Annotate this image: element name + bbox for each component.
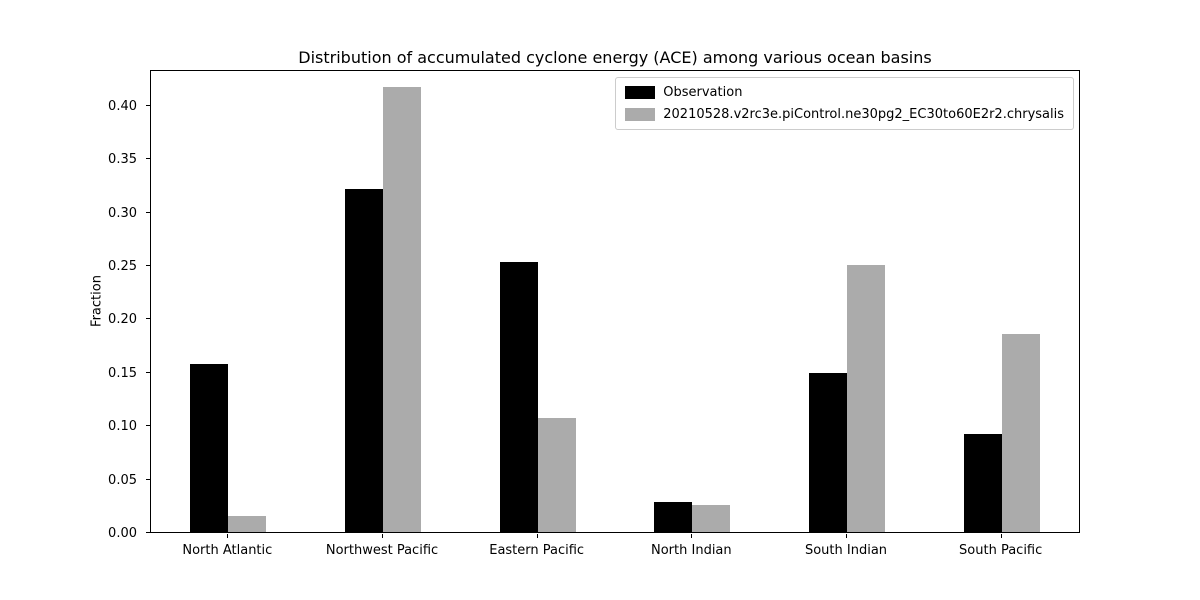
bar-model [847, 265, 885, 532]
bar-model [692, 505, 731, 532]
x-tick-mark [691, 534, 693, 538]
y-tick-label: 0.30 [108, 206, 137, 221]
bar-observation [963, 434, 1002, 532]
x-tick-label: Northwest Pacific [325, 543, 439, 558]
y-tick-mark [146, 372, 150, 373]
bar-observation [190, 364, 229, 532]
x-tick-label: North Indian [651, 543, 732, 558]
y-tick-mark [146, 212, 150, 213]
x-tick-mark [1000, 534, 1002, 538]
y-tick-label: 0.25 [108, 259, 137, 274]
y-tick-label: 0.20 [108, 312, 137, 327]
x-tick-mark [382, 534, 383, 538]
bar-observation [809, 373, 847, 532]
legend: Observation 20210528.v2rc3e.piControl.ne… [615, 77, 1074, 130]
y-tick-label: 0.40 [108, 99, 137, 114]
legend-swatch-model [625, 108, 656, 121]
y-tick-mark [146, 158, 150, 159]
x-tick-label: North Atlantic [182, 543, 273, 558]
bar-observation [345, 189, 383, 532]
y-axis: 0.00 0.05 0.10 0.15 0.20 0.25 0.30 0.35 0.40 [0, 70, 150, 540]
chart-title: Distribution of accumulated cyclone ener… [298, 48, 932, 67]
y-tick-mark [146, 425, 150, 426]
legend-entry-model: 20210528.v2rc3e.piControl.ne30pg2_EC30to… [625, 107, 1064, 122]
x-axis: North Atlantic Northwest Pacific Eastern P… [150, 534, 1080, 574]
y-tick-mark [146, 479, 150, 480]
y-tick-label: 0.15 [108, 366, 137, 381]
legend-swatch-observation [625, 86, 656, 99]
x-tick-mark [536, 534, 538, 538]
y-tick-mark [146, 318, 150, 319]
y-tick-mark [146, 265, 150, 266]
y-tick-label: 0.00 [108, 526, 137, 541]
x-tick-mark [227, 534, 229, 538]
x-tick-label: South Indian [804, 543, 888, 558]
y-tick-mark [146, 532, 150, 533]
x-tick-label: Eastern Pacific [489, 543, 585, 558]
bar-model [1001, 334, 1040, 532]
y-tick-label: 0.10 [108, 419, 137, 434]
x-tick-label: South Pacific [959, 543, 1043, 558]
bar-observation [499, 262, 538, 532]
x-tick-mark [846, 534, 847, 538]
plot-area: Observation 20210528.v2rc3e.piControl.ne… [150, 70, 1080, 533]
y-tick-mark [146, 105, 150, 106]
y-tick-label: 0.05 [108, 473, 137, 488]
legend-entry-observation: Observation [625, 85, 1064, 100]
bar-model [383, 87, 421, 532]
bar-model [228, 516, 267, 532]
bar-model [537, 418, 576, 532]
legend-label-observation: Observation [663, 85, 743, 100]
legend-label-model: 20210528.v2rc3e.piControl.ne30pg2_EC30to… [663, 107, 1064, 122]
y-tick-label: 0.35 [108, 152, 137, 167]
bar-observation [654, 502, 693, 532]
